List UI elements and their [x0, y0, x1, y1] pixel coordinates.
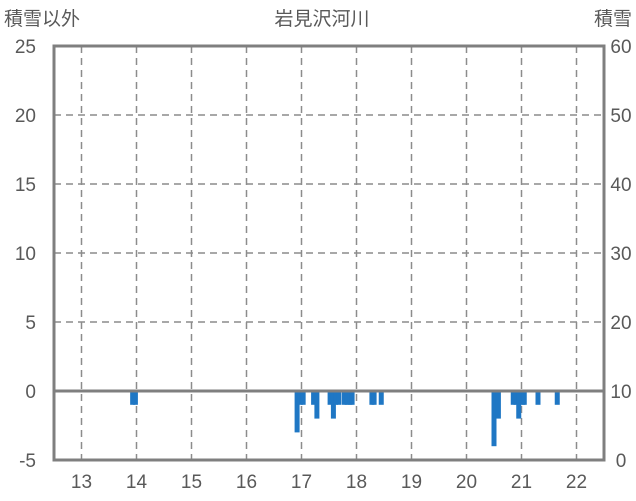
x-tick-labels: 13 14 15 16 17 18 19 20 21 22	[71, 472, 587, 493]
left-tick-label: 20	[15, 106, 36, 127]
x-tick-label: 21	[511, 472, 532, 493]
left-tick-label: 25	[15, 37, 36, 58]
left-tick-label: 5	[25, 313, 36, 334]
plot-frame	[52, 44, 606, 462]
right-tick-labels: 60 50 40 30 20 10 0	[610, 37, 631, 472]
bar	[516, 391, 522, 419]
x-tick-label: 14	[126, 472, 148, 493]
x-tick-label: 17	[291, 472, 312, 493]
bar	[495, 391, 501, 419]
left-tick-label: -5	[19, 451, 36, 472]
left-tick-label: 15	[15, 175, 36, 196]
bar	[513, 391, 519, 405]
right-tick-label: 40	[610, 175, 631, 196]
right-tick-label: 0	[616, 451, 627, 472]
bar	[521, 391, 527, 405]
bar	[297, 391, 303, 405]
x-tick-label: 22	[566, 472, 587, 493]
x-tick-label: 19	[401, 472, 422, 493]
bar	[130, 391, 136, 405]
bar	[371, 391, 377, 405]
chart-title: 岩見沢河川	[274, 8, 369, 30]
x-tick-label: 20	[456, 472, 477, 493]
bar	[300, 391, 306, 405]
bar	[349, 391, 355, 405]
bar	[341, 391, 347, 405]
bar	[344, 391, 350, 405]
bar	[333, 391, 339, 405]
bar	[336, 391, 342, 405]
x-tick-label: 15	[181, 472, 202, 493]
right-tick-label: 60	[610, 37, 631, 58]
left-tick-label: 0	[25, 382, 36, 403]
right-axis-label: 積雪	[594, 8, 632, 30]
bars	[130, 391, 560, 447]
bar	[491, 391, 497, 447]
bar	[510, 391, 516, 405]
x-tick-label: 18	[346, 472, 367, 493]
left-tick-labels: 25 20 15 10 5 0 -5	[15, 37, 36, 472]
right-tick-label: 20	[610, 313, 631, 334]
right-tick-label: 50	[610, 106, 631, 127]
x-tick-label: 13	[71, 472, 92, 493]
grid	[54, 46, 604, 460]
left-tick-label: 10	[15, 244, 36, 265]
bar	[311, 391, 317, 405]
x-tick-label: 16	[236, 472, 257, 493]
right-tick-label: 10	[610, 382, 631, 403]
left-axis-label: 積雪以外	[4, 8, 80, 30]
bar	[314, 391, 320, 419]
bar	[327, 391, 333, 405]
right-tick-label: 30	[610, 244, 631, 265]
bar	[554, 391, 560, 405]
bar	[535, 391, 541, 405]
bar	[294, 391, 300, 433]
bar	[132, 391, 138, 405]
bar	[378, 391, 384, 405]
